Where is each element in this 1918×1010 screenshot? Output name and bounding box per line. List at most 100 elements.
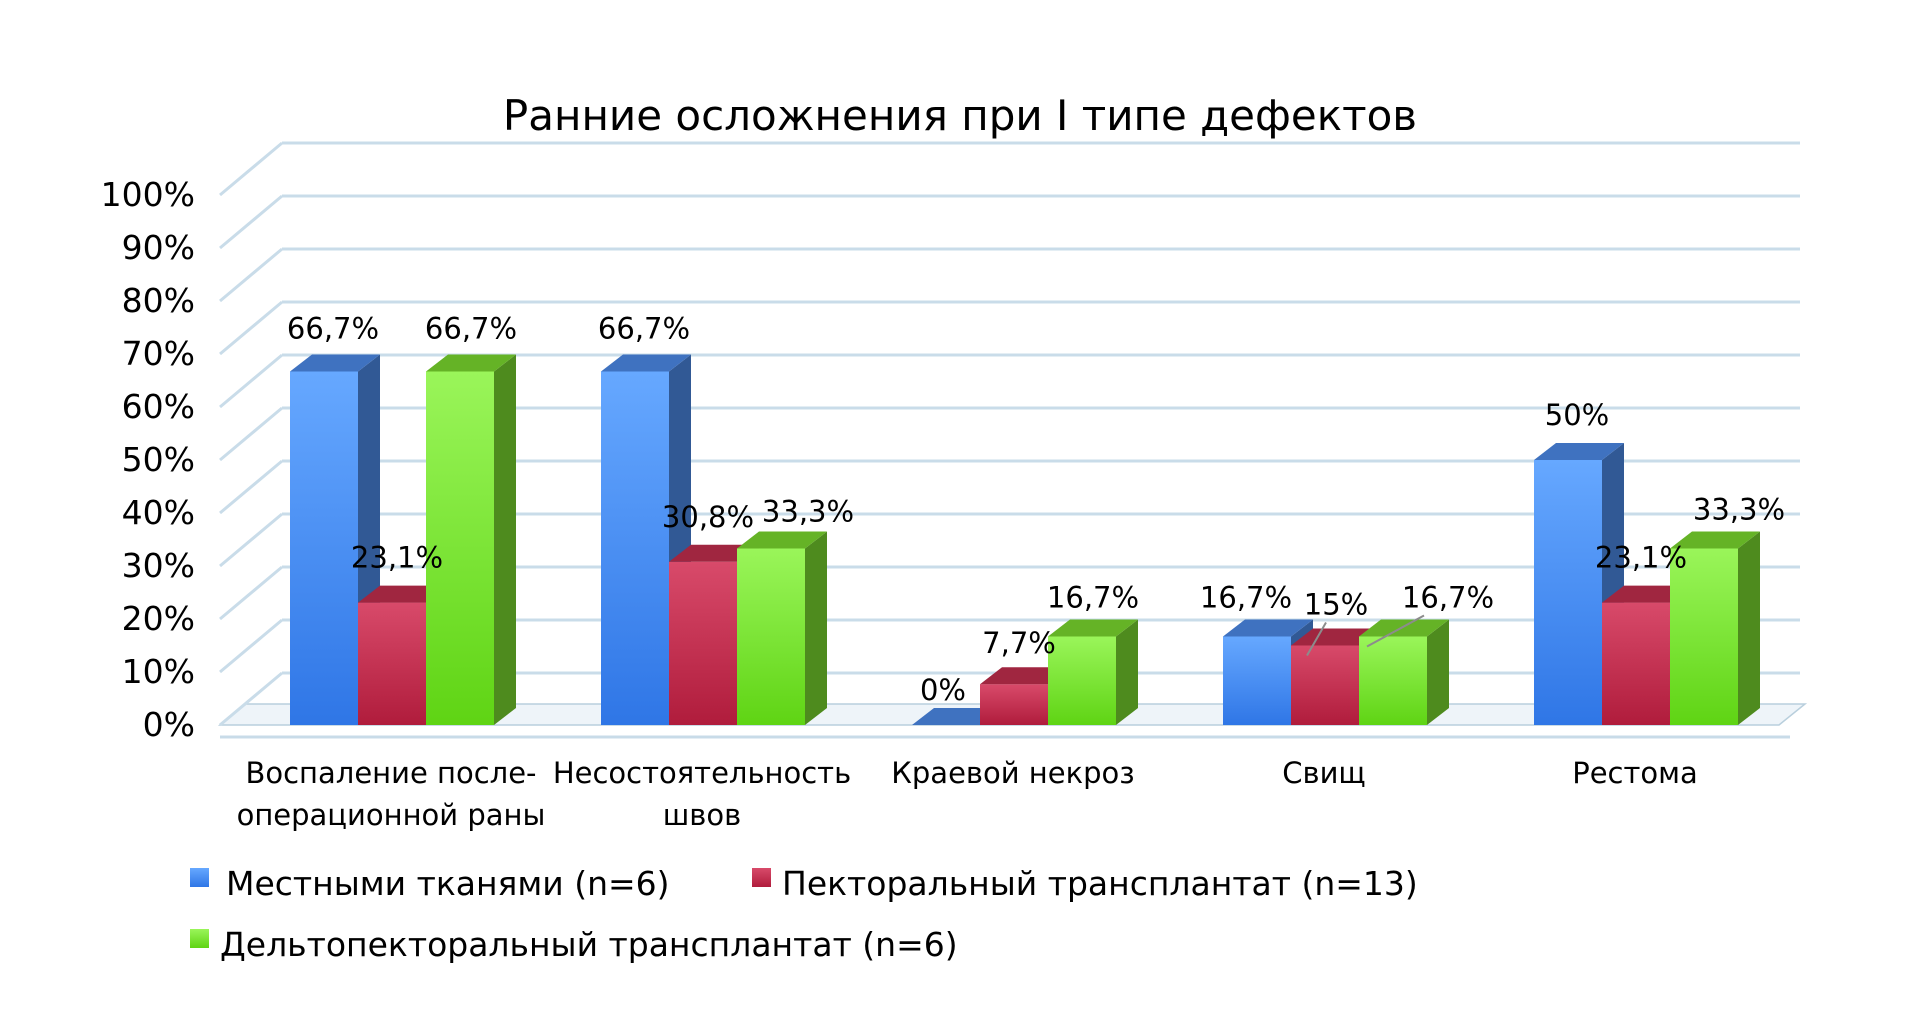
data-label: 50% bbox=[1545, 398, 1609, 432]
bar-top bbox=[912, 708, 1002, 725]
legend-label: Дельтопекторальный трансплантат (n=6) bbox=[220, 925, 958, 964]
y-tick-label: 100% bbox=[101, 175, 195, 214]
x-category-label: Краевой некроз bbox=[891, 756, 1134, 790]
bar-side bbox=[494, 354, 516, 725]
data-label: 23,1% bbox=[351, 541, 443, 575]
data-label: 7,7% bbox=[982, 626, 1056, 660]
data-label: 16,7% bbox=[1047, 580, 1139, 614]
legend-swatch bbox=[752, 868, 771, 887]
y-tick-label: 0% bbox=[143, 705, 195, 744]
y-tick-label: 10% bbox=[122, 652, 195, 691]
x-category-label: Свищ bbox=[1282, 756, 1366, 790]
data-label: 66,7% bbox=[425, 311, 517, 345]
data-label: 66,7% bbox=[598, 311, 690, 345]
bar-front bbox=[1602, 602, 1670, 725]
data-label: 33,3% bbox=[762, 495, 854, 529]
bar-top bbox=[669, 544, 759, 562]
bar-side bbox=[1427, 619, 1449, 725]
y-tick-label: 40% bbox=[122, 493, 195, 532]
bar-front bbox=[737, 548, 805, 725]
legend-item: Пекторальный трансплантат (n=13) bbox=[752, 864, 1418, 903]
bar-top bbox=[1670, 531, 1760, 549]
data-label: 16,7% bbox=[1200, 580, 1292, 614]
y-axis-ticks: 0% 10% 20% 30% 40% 50% 60% 70% 80% 90% 100% bbox=[101, 175, 195, 744]
grid-depth-line bbox=[219, 618, 283, 674]
y-tick-label: 60% bbox=[122, 387, 195, 426]
x-category-label: Рестома bbox=[1572, 756, 1698, 790]
bar-side bbox=[805, 531, 827, 725]
bar-top bbox=[980, 667, 1070, 685]
legend: Местными тканями (n=6) Пекторальный транс… bbox=[190, 864, 1418, 964]
data-label: 16,7% bbox=[1402, 580, 1494, 614]
bar bbox=[912, 708, 1002, 725]
bar-front bbox=[601, 371, 669, 725]
bars bbox=[290, 354, 1760, 725]
bar-front bbox=[1223, 636, 1291, 725]
bar-top bbox=[1602, 585, 1692, 603]
legend-label: Местными тканями (n=6) bbox=[226, 864, 670, 903]
y-tick-label: 70% bbox=[122, 334, 195, 373]
grid-depth-line bbox=[219, 194, 283, 250]
grid-depth-line bbox=[219, 247, 283, 303]
data-label: 66,7% bbox=[287, 311, 379, 345]
bar bbox=[1670, 531, 1760, 725]
grid-depth-line bbox=[219, 406, 283, 462]
y-tick-label: 50% bbox=[122, 440, 195, 479]
chart-title: Ранние осложнения при I типе дефектов bbox=[503, 91, 1417, 140]
bar-front bbox=[1534, 460, 1602, 725]
grid-depth-line bbox=[219, 353, 283, 409]
legend-label: Пекторальный трансплантат (n=13) bbox=[782, 864, 1418, 903]
legend-item: Местными тканями (n=6) bbox=[190, 864, 670, 903]
bar-top bbox=[290, 354, 380, 372]
bar bbox=[1048, 619, 1138, 725]
bar-front bbox=[358, 602, 426, 725]
bar-top bbox=[737, 531, 827, 549]
x-category-label: Воспаление после- bbox=[245, 756, 536, 790]
data-label: 0% bbox=[920, 673, 966, 707]
bar-top bbox=[1291, 628, 1381, 646]
grid-depth-line bbox=[219, 459, 283, 515]
grid-depth-line bbox=[219, 671, 283, 727]
bar-front bbox=[1291, 645, 1359, 725]
y-tick-label: 90% bbox=[122, 228, 195, 267]
x-category-label: операционной раны bbox=[237, 798, 546, 832]
grid-depth-line bbox=[219, 300, 283, 356]
data-label: 15% bbox=[1304, 588, 1368, 622]
bar-front bbox=[1048, 636, 1116, 725]
bar bbox=[737, 531, 827, 725]
bar-front bbox=[1359, 636, 1427, 725]
legend-swatch bbox=[190, 929, 209, 948]
grid-depth-line bbox=[219, 565, 283, 621]
data-labels: 66,7%23,1%66,7% 66,7%30,8% 33,3%0%7,7%16,7… bbox=[287, 311, 1785, 707]
bar-top bbox=[1359, 619, 1449, 637]
bar bbox=[426, 354, 516, 725]
bar-top bbox=[1223, 619, 1313, 637]
x-category-label: Несостоятельность bbox=[553, 756, 851, 790]
data-label: 30,8% bbox=[662, 500, 754, 534]
grid-depth-line bbox=[219, 141, 283, 197]
legend-swatch bbox=[190, 868, 209, 887]
legend-item: Дельтопекторальный трансплантат (n=6) bbox=[190, 925, 958, 964]
bar-front bbox=[426, 371, 494, 725]
leader-line bbox=[1366, 614, 1425, 648]
leader-line bbox=[1306, 622, 1327, 656]
bar-top bbox=[1048, 619, 1138, 637]
bar-top bbox=[358, 585, 448, 603]
bar-top bbox=[601, 354, 691, 372]
x-category-label: швов bbox=[663, 798, 741, 832]
bar-top bbox=[1534, 443, 1624, 460]
bar-side bbox=[1738, 531, 1760, 725]
grid-depth-line bbox=[219, 512, 283, 568]
y-tick-label: 30% bbox=[122, 546, 195, 585]
bar-front bbox=[290, 371, 358, 725]
bar-front bbox=[980, 684, 1048, 725]
y-tick-label: 20% bbox=[122, 599, 195, 638]
bar-front bbox=[1670, 548, 1738, 725]
category-labels: Воспаление после-операционной раныНесост… bbox=[237, 756, 1698, 832]
bar-side bbox=[1116, 619, 1138, 725]
y-tick-label: 80% bbox=[122, 281, 195, 320]
data-label: 33,3% bbox=[1693, 493, 1785, 527]
data-label: 23,1% bbox=[1595, 541, 1687, 575]
